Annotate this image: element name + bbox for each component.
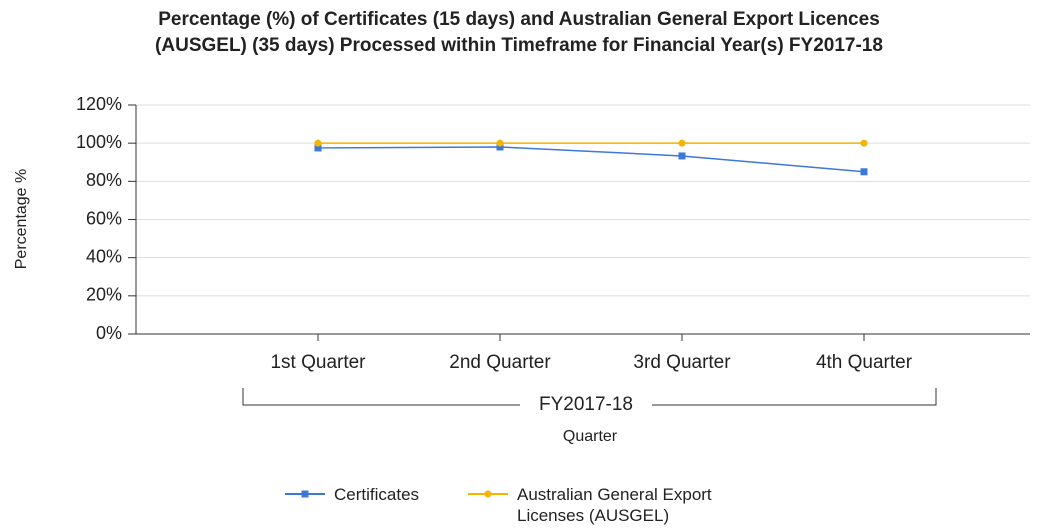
point <box>496 139 504 147</box>
x-tick-label: 3rd Quarter <box>633 352 731 373</box>
group-label-bg <box>520 394 652 416</box>
y-tick-label: 20% <box>86 285 122 305</box>
point <box>860 139 868 147</box>
legend-marker <box>301 490 309 498</box>
y-tick-label: 120% <box>76 94 122 114</box>
group-label: FY2017-18 <box>539 394 633 415</box>
legend-label: Australian General Export Licenses (AUSG… <box>517 485 712 525</box>
x-tick-label: 4th Quarter <box>816 352 913 373</box>
legend-marker <box>484 490 492 498</box>
point <box>314 139 322 147</box>
legend-label: Certificates <box>334 485 420 504</box>
y-tick-label: 100% <box>76 132 122 152</box>
y-tick-label: 40% <box>86 246 122 266</box>
chart-title: Percentage (%) of Certificates (15 days)… <box>158 9 880 30</box>
y-tick-label: 80% <box>86 170 122 190</box>
y-tick-label: 60% <box>86 208 122 228</box>
x-axis-title: Quarter <box>563 428 618 445</box>
point <box>678 152 686 160</box>
point <box>678 139 686 147</box>
series-line <box>317 146 865 173</box>
x-tick-label: 1st Quarter <box>270 352 366 373</box>
point <box>314 144 322 152</box>
y-axis-title: Percentage % <box>13 169 30 270</box>
point <box>860 168 868 176</box>
chart-title: (AUSGEL) (35 days) Processed within Time… <box>155 35 883 56</box>
point <box>496 143 504 151</box>
x-tick-label: 2nd Quarter <box>449 352 551 373</box>
y-tick-label: 0% <box>96 323 122 343</box>
